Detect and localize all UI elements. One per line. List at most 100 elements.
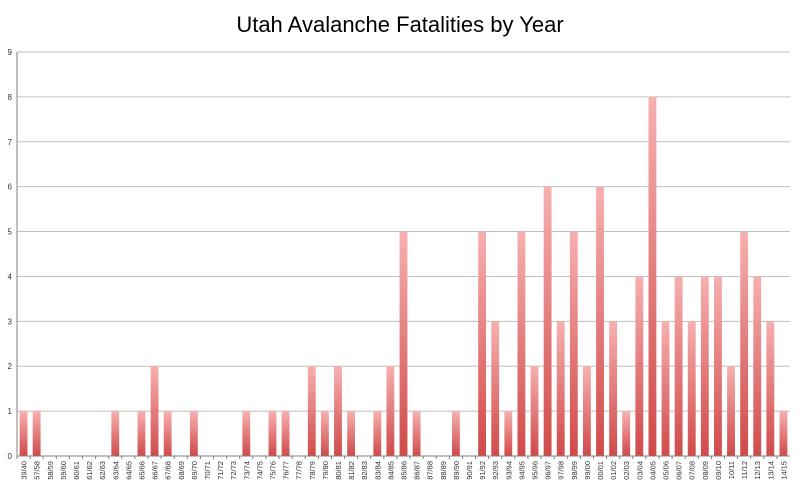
x-tick-label: 63/64 — [111, 461, 120, 480]
x-tick-label: 97/98 — [557, 461, 566, 480]
bar — [648, 96, 657, 456]
bar — [609, 321, 618, 456]
y-tick-label: 9 — [8, 48, 13, 57]
bar — [569, 231, 578, 456]
x-tick-label: 91/92 — [478, 461, 487, 480]
x-tick-label: 94/95 — [517, 461, 526, 480]
x-tick-label: 00/01 — [596, 461, 605, 480]
x-tick-label: 67/68 — [164, 461, 173, 480]
bar — [150, 366, 159, 456]
bar — [622, 411, 631, 456]
x-tick-label: 05/06 — [662, 461, 671, 480]
x-tick-label: 02/03 — [622, 461, 631, 480]
y-tick-label: 7 — [8, 138, 13, 147]
x-tick-label: 87/88 — [426, 461, 435, 480]
bar — [111, 411, 120, 456]
bar — [517, 231, 526, 456]
x-tick-label: 75/76 — [268, 461, 277, 480]
x-tick-label: 83/84 — [373, 461, 382, 480]
x-tick-label: 70/71 — [203, 461, 212, 480]
bar — [635, 276, 644, 456]
x-tick-label: 06/07 — [675, 461, 684, 480]
x-tick-label: 80/81 — [334, 461, 343, 480]
bars — [19, 96, 788, 456]
x-tick-label: 64/65 — [124, 461, 133, 480]
x-tick-label: 58/59 — [46, 461, 55, 480]
y-tick-label: 8 — [8, 93, 13, 102]
x-tick-label: 99/00 — [583, 461, 592, 480]
x-tick-label: 13/14 — [766, 461, 775, 480]
y-tick-label: 4 — [8, 272, 13, 281]
x-tick-label: 81/82 — [347, 461, 356, 480]
x-tick-label: 59/60 — [59, 461, 68, 480]
bar — [32, 411, 41, 456]
bar — [163, 411, 172, 456]
bar — [596, 186, 604, 456]
bar — [399, 231, 408, 456]
bar — [478, 231, 487, 456]
bar — [740, 231, 749, 456]
bar — [320, 411, 329, 456]
bar — [242, 411, 251, 456]
bar — [491, 321, 500, 456]
x-tick-label: 57/58 — [33, 461, 42, 480]
bar — [19, 411, 28, 456]
x-tick-label: 79/80 — [321, 461, 330, 480]
x-tick-label: 93/94 — [504, 461, 513, 480]
x-tick-label: 68/69 — [177, 461, 186, 480]
x-tick-label: 92/93 — [491, 461, 500, 480]
y-tick-label: 6 — [8, 183, 13, 192]
x-tick-label: 86/87 — [413, 461, 422, 480]
x-tick-label: 98/99 — [570, 461, 579, 480]
bar — [687, 321, 696, 456]
bar — [268, 411, 277, 456]
bar — [700, 276, 709, 456]
bar — [674, 276, 683, 456]
bar — [753, 276, 762, 456]
x-tick-label: 74/75 — [255, 461, 264, 480]
bar — [373, 411, 382, 456]
x-tick-label: 90/91 — [465, 461, 474, 480]
x-tick-label: 65/66 — [137, 461, 146, 480]
x-tick-label: 89/90 — [452, 461, 461, 480]
x-tick-label: 78/79 — [308, 461, 317, 480]
bar — [530, 366, 539, 456]
x-tick-label: 39/40 — [20, 461, 29, 480]
bar — [543, 186, 552, 456]
axes — [16, 52, 790, 457]
bar — [189, 411, 198, 456]
x-tick-label: 11/12 — [740, 461, 749, 479]
x-tick-label: 10/11 — [727, 461, 736, 479]
bar — [582, 366, 591, 456]
bar — [779, 411, 788, 456]
chart-title: Utah Avalanche Fatalities by Year — [236, 12, 564, 37]
bar — [714, 276, 722, 456]
x-tick-label: 82/83 — [360, 461, 369, 480]
x-tick-label: 84/85 — [386, 461, 395, 480]
bar — [661, 321, 670, 456]
x-tick-label: 69/70 — [190, 461, 199, 480]
y-tick-label: 3 — [8, 317, 13, 326]
x-tick-label: 04/05 — [648, 461, 657, 480]
y-tick-label: 2 — [8, 362, 13, 371]
bar — [137, 411, 146, 456]
x-tick-label: 60/61 — [72, 461, 81, 480]
bar — [727, 366, 735, 456]
x-tick-label: 95/96 — [531, 461, 540, 480]
y-tick-label: 0 — [8, 452, 13, 461]
x-tick-label: 85/86 — [400, 461, 409, 480]
x-tick-label: 14/15 — [779, 461, 788, 480]
x-tick-label: 62/63 — [98, 461, 107, 480]
x-tick-label: 61/62 — [85, 461, 94, 480]
bar — [347, 411, 356, 456]
bar — [386, 366, 395, 456]
x-tick-label: 01/02 — [609, 461, 618, 480]
bar — [451, 411, 460, 456]
bar — [504, 411, 513, 456]
x-axis-ticks: 39/40 57/58 58/59 59/60 60/61 61/62 62/63 63/64… — [16, 456, 788, 480]
x-tick-label: 88/89 — [439, 461, 448, 480]
bar — [412, 411, 421, 456]
bar — [307, 366, 316, 456]
